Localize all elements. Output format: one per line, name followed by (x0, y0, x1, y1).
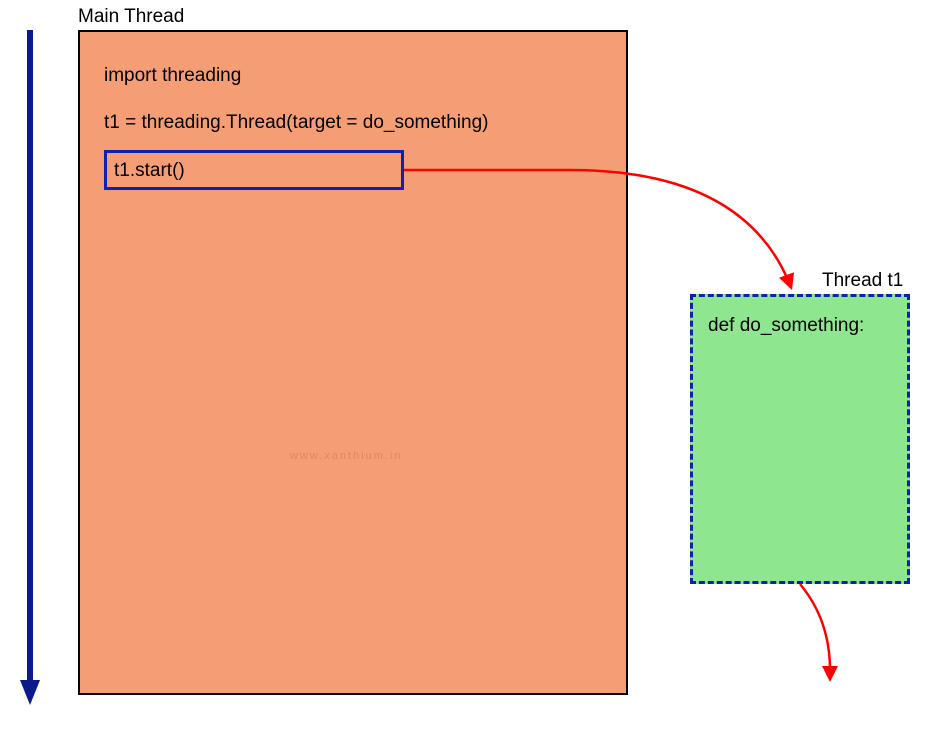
continue-arrow (800, 584, 838, 682)
diagram-canvas: Main Thread import threading t1 = thread… (0, 0, 945, 736)
code-thread-create: t1 = threading.Thread(target = do_someth… (104, 112, 488, 134)
time-axis-arrow (20, 30, 40, 705)
code-thread-start: t1.start() (114, 160, 185, 182)
code-import: import threading (104, 65, 241, 87)
watermark-text: www.xanthium.in (290, 450, 403, 462)
thread-t1-box (690, 294, 910, 584)
thread-t1-title: Thread t1 (822, 270, 903, 292)
main-thread-title: Main Thread (78, 6, 184, 28)
code-def-function: def do_something: (708, 315, 864, 337)
